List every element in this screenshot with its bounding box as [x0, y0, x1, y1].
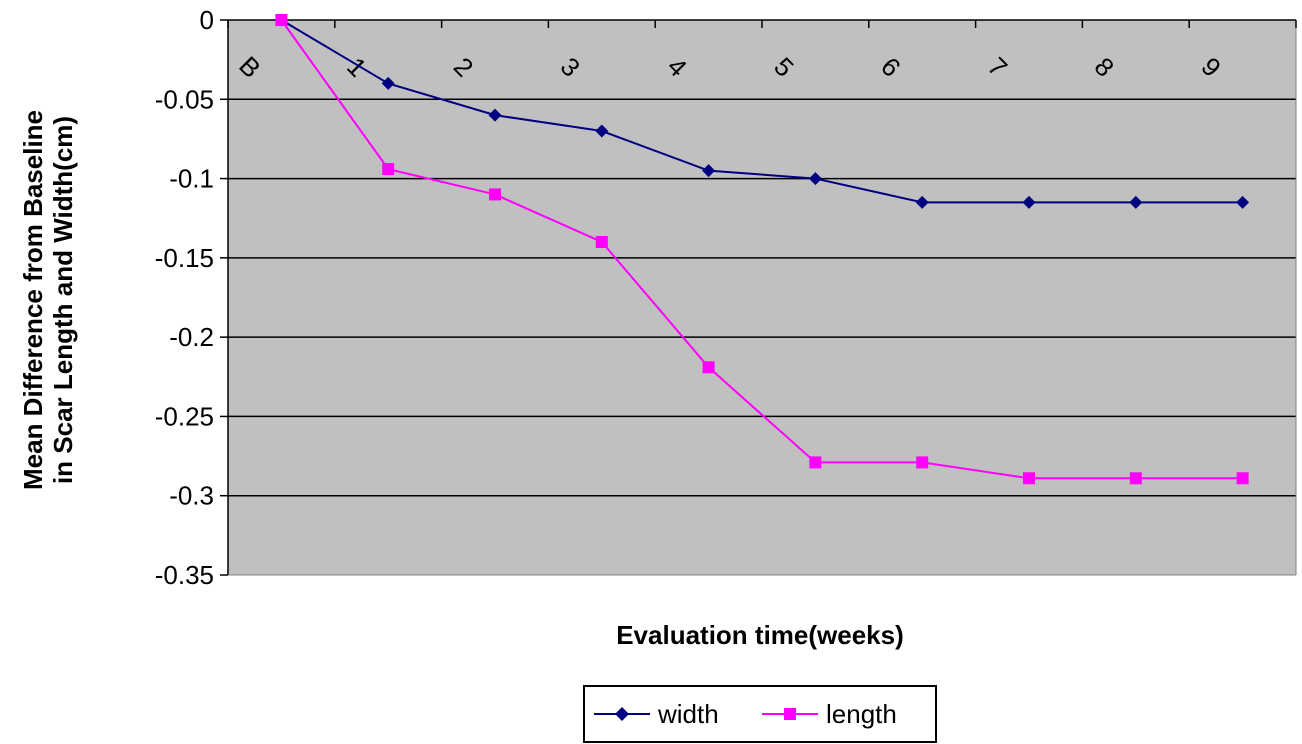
legend-label-width: width [657, 699, 719, 729]
y-axis-title-line-2: in Scar Length and Width(cm) [48, 116, 78, 484]
data-point-length [1023, 472, 1035, 485]
legend-length-marker [784, 708, 796, 720]
y-tick-label: -0.15 [155, 243, 214, 273]
data-point-length [595, 236, 608, 248]
data-point-width [381, 76, 395, 90]
data-point-width [808, 172, 822, 186]
data-point-length [1129, 472, 1142, 485]
y-tick-label: -0.25 [155, 401, 214, 431]
axes [227, 19, 1297, 576]
x-axis-title: Evaluation time(weeks) [616, 620, 904, 650]
series-line-length [280, 19, 1243, 480]
y-axis-title-line-1: Mean Difference from Baseline [18, 110, 48, 490]
data-point-length [702, 361, 715, 374]
data-point-length [809, 456, 822, 469]
data-point-length [275, 14, 288, 26]
y-tick-label: -0.2 [169, 322, 214, 352]
gridlines [220, 19, 1296, 576]
data-point-width [595, 124, 609, 138]
series-group [274, 13, 1250, 485]
data-point-length [489, 188, 501, 201]
legend-width-marker [615, 707, 629, 721]
plot-area [228, 20, 1296, 575]
data-point-width [915, 195, 929, 209]
data-point-length [1236, 472, 1249, 485]
data-point-width [1236, 195, 1250, 209]
data-point-length [916, 456, 929, 469]
y-tick-label: 0 [200, 5, 214, 35]
y-tick-label: -0.35 [155, 560, 214, 590]
legend: width length [583, 685, 937, 743]
data-point-width [702, 164, 716, 178]
data-point-length [382, 163, 395, 176]
data-point-width [1129, 195, 1143, 209]
y-tick-labels: 0 -0.05 -0.1 -0.15 -0.2 -0.25 -0.3 -0.35 [155, 5, 214, 590]
data-point-width [488, 108, 502, 122]
series-line-width [280, 19, 1243, 204]
y-tick-label: -0.3 [169, 481, 214, 511]
data-point-width [1022, 195, 1036, 209]
y-tick-label: -0.05 [155, 84, 214, 114]
y-tick-label: -0.1 [169, 164, 214, 194]
legend-label-length: length [826, 699, 897, 729]
